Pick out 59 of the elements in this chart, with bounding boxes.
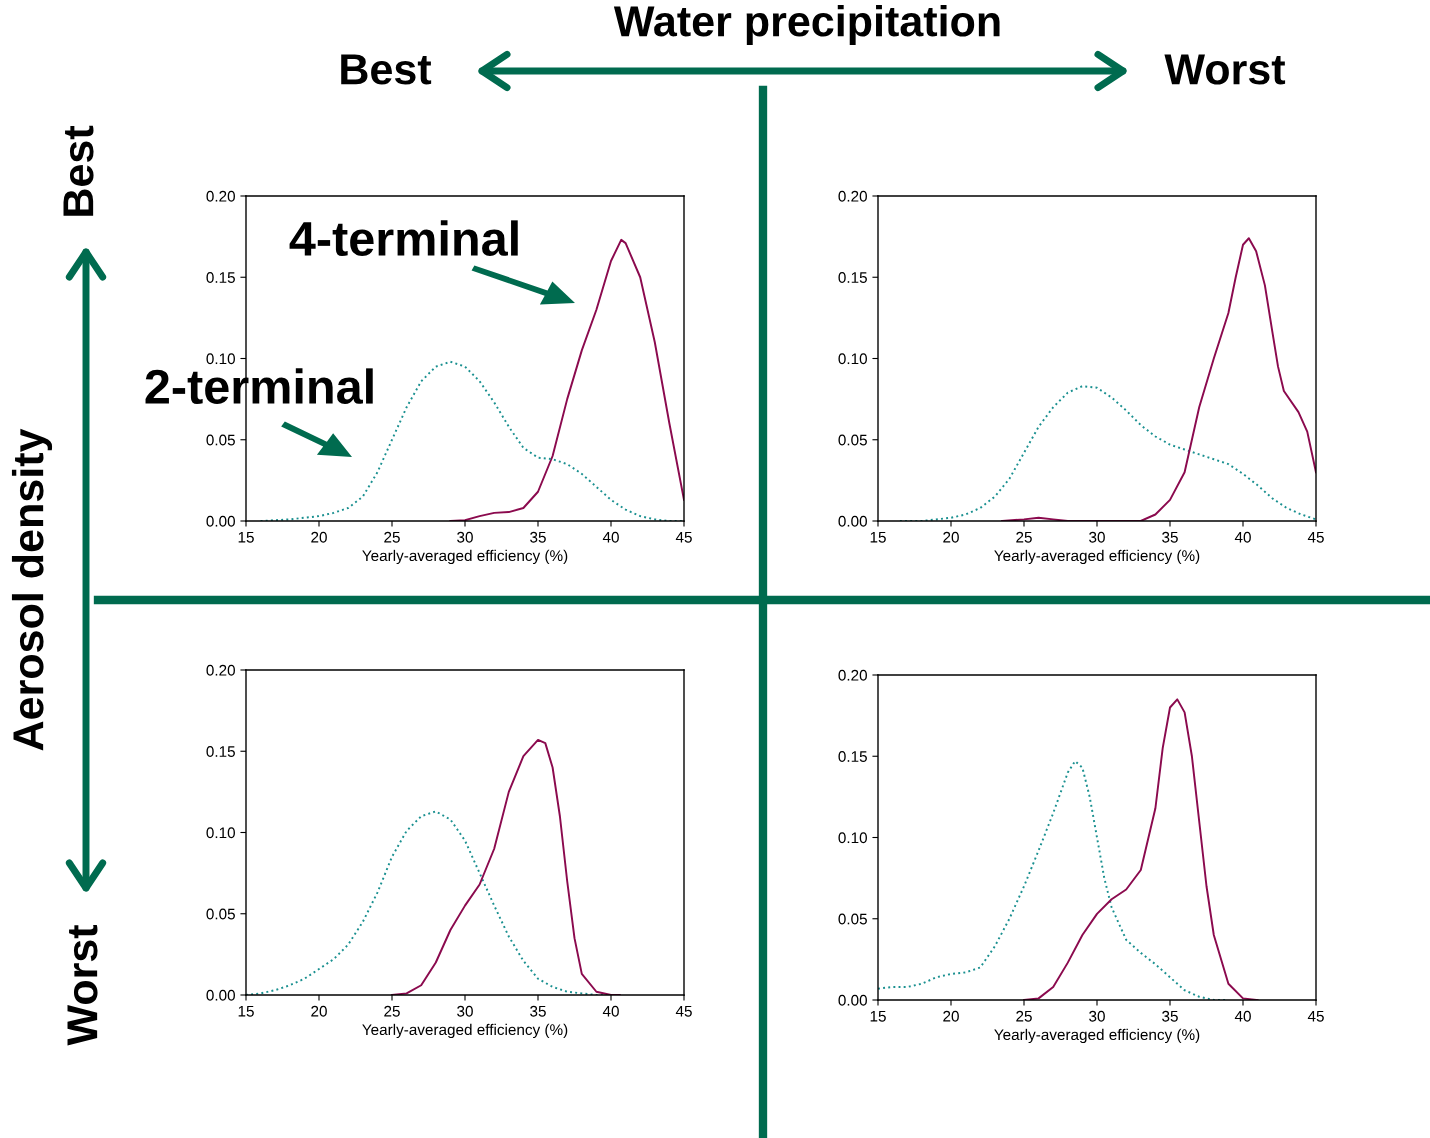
x-tick-label: 45	[1307, 1010, 1324, 1022]
x-tick-label: 20	[943, 1010, 959, 1022]
x-tick-label: 30	[1089, 531, 1105, 543]
y-tick-label: 0.20	[838, 190, 867, 202]
x-tick-label: 25	[384, 531, 400, 543]
y-tick-label: 0.15	[206, 746, 235, 757]
x-tick-label: 25	[1016, 531, 1032, 543]
x-tick-label: 20	[311, 531, 327, 543]
x-tick-label: 25	[1016, 1010, 1032, 1022]
text: Best	[63, 125, 94, 216]
x-tick-label: 30	[1089, 1010, 1105, 1022]
x-tick-label: 40	[1234, 1010, 1251, 1022]
x-tick-label: 35	[1162, 1010, 1178, 1022]
x-tick-label: 40	[1234, 531, 1251, 543]
x-tick-label: 40	[602, 1005, 619, 1017]
text: Aerosol density	[11, 428, 53, 751]
y-tick-label: 0.05	[206, 908, 235, 920]
x-tick-label: 45	[1307, 531, 1324, 543]
x-axis-title: Yearly-averaged efficiency (%)	[994, 1028, 1200, 1044]
text: Worst	[67, 924, 98, 1046]
y-tick-label: 0.00	[206, 989, 235, 1001]
x-tick-label: 20	[311, 1005, 327, 1017]
y-tick-label: 0.10	[838, 353, 867, 365]
y-tick-label: 0.10	[838, 832, 867, 844]
x-tick-label: 15	[870, 531, 886, 543]
text: Best	[341, 54, 432, 85]
x-tick-label: 15	[870, 1010, 886, 1022]
y-tick-label: 0.00	[206, 515, 235, 527]
y-tick-label: 0.15	[838, 272, 867, 283]
y-tick-label: 0.15	[206, 272, 235, 283]
y-tick-label: 0.05	[838, 913, 867, 925]
x-axis-title: Yearly-averaged efficiency (%)	[362, 549, 568, 565]
y-tick-label: 0.05	[838, 434, 867, 446]
y-tick-label: 0.20	[838, 669, 867, 681]
x-axis-title: Yearly-averaged efficiency (%)	[362, 1023, 568, 1039]
text: Water precipitation	[613, 4, 1000, 46]
text: Worst	[1164, 54, 1286, 85]
x-tick-label: 35	[530, 1005, 546, 1017]
x-tick-label: 35	[1162, 531, 1178, 543]
y-tick-label: 0.00	[838, 515, 867, 527]
x-tick-label: 40	[602, 531, 619, 543]
x-tick-label: 15	[238, 531, 254, 543]
y-tick-label: 0.00	[838, 994, 867, 1006]
y-tick-label: 0.20	[206, 664, 235, 676]
x-tick-label: 15	[238, 1005, 254, 1017]
x-axis-title: Yearly-averaged efficiency (%)	[994, 549, 1200, 565]
y-tick-label: 0.15	[838, 751, 867, 762]
x-tick-label: 45	[675, 531, 692, 543]
series-label: 4-terminal	[289, 220, 518, 257]
x-tick-label: 35	[530, 531, 546, 543]
x-tick-label: 20	[943, 531, 959, 543]
x-tick-label: 25	[384, 1005, 400, 1017]
y-tick-label: 0.05	[206, 434, 235, 446]
x-tick-label: 45	[675, 1005, 692, 1017]
y-tick-label: 0.10	[206, 827, 235, 839]
x-tick-label: 30	[457, 531, 473, 543]
y-tick-label: 0.20	[206, 190, 235, 202]
x-tick-label: 30	[457, 1005, 473, 1017]
y-tick-label: 0.10	[206, 353, 235, 365]
